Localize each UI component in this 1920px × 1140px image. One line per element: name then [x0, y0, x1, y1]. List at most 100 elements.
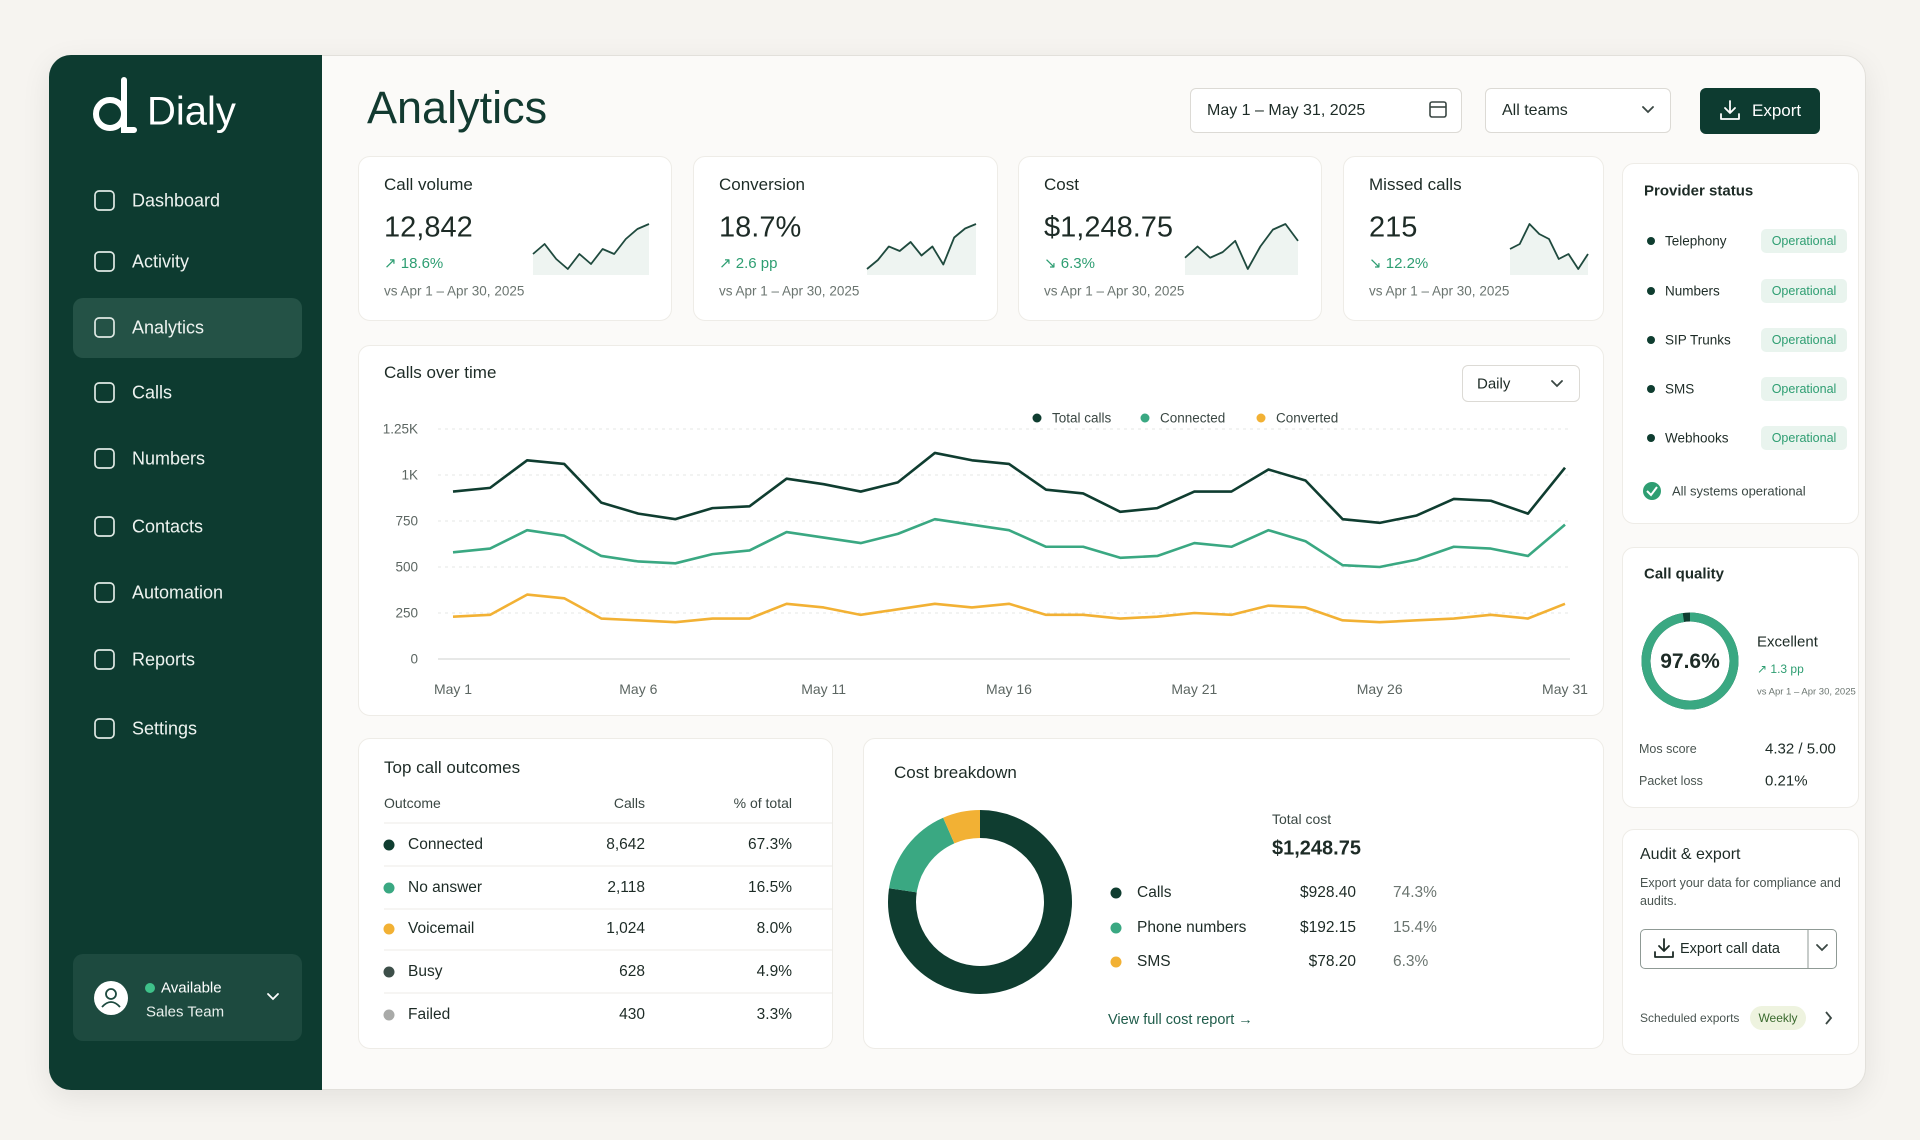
- table-cell: 8.0%: [756, 920, 792, 937]
- table-cell: No answer: [408, 879, 483, 896]
- kpi-change: ↗ 2.6 pp: [719, 255, 778, 272]
- kpi-label: Missed calls: [1369, 175, 1462, 194]
- metric-label: Mos score: [1639, 742, 1697, 756]
- granularity[interactable]: Daily: [1477, 375, 1511, 393]
- provider-status: Operational: [1771, 333, 1837, 347]
- export-label[interactable]: Export: [1752, 101, 1802, 120]
- legend-label: Converted: [1276, 410, 1339, 426]
- schedule-pill: [1750, 1006, 1806, 1030]
- cost-share: 74.3%: [1393, 884, 1437, 901]
- status-pill: [1761, 328, 1847, 352]
- chart-title: Calls over time: [384, 363, 497, 382]
- y-tick-label: 1K: [401, 467, 418, 483]
- nav-item[interactable]: Calls: [132, 382, 173, 403]
- card-title: Cost breakdown: [894, 763, 1017, 782]
- table-cell: 3.3%: [756, 1006, 792, 1023]
- nav-item[interactable]: Automation: [132, 582, 224, 603]
- date-picker[interactable]: [1190, 88, 1462, 133]
- user-status: Available: [161, 979, 222, 997]
- kpi-label: Call volume: [384, 175, 473, 194]
- kpi-comparison: vs Apr 1 – Apr 30, 2025: [1044, 283, 1185, 299]
- card-title: Provider status: [1644, 182, 1754, 200]
- provider-status: Operational: [1771, 284, 1837, 298]
- quality-rating: Excellent: [1757, 633, 1818, 651]
- quality-comparison: vs Apr 1 – Apr 30, 2025: [1757, 686, 1856, 698]
- page-title: Analytics: [367, 82, 548, 133]
- status-pill: [1761, 377, 1847, 401]
- kpi-change: ↗ 18.6%: [384, 255, 444, 272]
- metric-value: 4.32 / 5.00: [1765, 740, 1836, 758]
- quality-card: [1622, 547, 1859, 808]
- date-range[interactable]: May 1 – May 31, 2025: [1207, 102, 1366, 119]
- provider-status: Operational: [1771, 431, 1837, 445]
- x-tick-label: May 16: [986, 681, 1032, 697]
- y-tick-label: 750: [395, 513, 418, 529]
- x-tick-label: May 11: [801, 681, 847, 697]
- total-label: Total cost: [1272, 811, 1332, 827]
- sidebar: [49, 55, 322, 1090]
- kpi-change: ↘ 6.3%: [1044, 255, 1095, 272]
- provider-name: SIP Trunks: [1665, 332, 1731, 348]
- cost-share: 15.4%: [1393, 919, 1437, 936]
- column-header: % of total: [733, 795, 792, 811]
- audit-description: Export your data for compliance and audi…: [1640, 876, 1841, 909]
- cost-share: 6.3%: [1393, 953, 1429, 970]
- kpi-label: Conversion: [719, 175, 805, 194]
- nav-item[interactable]: Numbers: [132, 448, 206, 469]
- x-tick-label: May 21: [1171, 681, 1218, 697]
- brand-name: Dialy: [147, 89, 236, 134]
- kpi-value: 18.7%: [719, 211, 802, 244]
- cost-category: Phone numbers: [1137, 919, 1247, 936]
- metric-value: 0.21%: [1765, 772, 1808, 790]
- team-filter[interactable]: All teams: [1502, 102, 1568, 119]
- metric-label: Packet loss: [1639, 774, 1703, 788]
- legend-label: Connected: [1160, 410, 1226, 426]
- provider-name: SMS: [1665, 381, 1695, 397]
- column-header: Outcome: [384, 795, 441, 811]
- table-cell: 4.9%: [756, 963, 792, 980]
- kpi-change: ↘ 12.2%: [1369, 255, 1429, 272]
- table-cell: Voicemail: [408, 920, 475, 937]
- export-button[interactable]: [1700, 88, 1820, 134]
- x-tick-label: May 26: [1356, 681, 1403, 697]
- nav-item[interactable]: Activity: [132, 251, 190, 272]
- nav-item[interactable]: Analytics: [132, 317, 205, 338]
- outcomes-card: [358, 738, 833, 1049]
- schedule-value: Weekly: [1758, 1011, 1798, 1025]
- table-cell: Connected: [408, 836, 483, 853]
- kpi-value: 215: [1369, 211, 1418, 244]
- x-tick-label: May 1: [433, 681, 473, 697]
- nav-item[interactable]: Contacts: [132, 516, 204, 537]
- provider-name: Webhooks: [1665, 430, 1729, 446]
- cost-amount: $928.40: [1299, 884, 1356, 901]
- table-cell: 1,024: [606, 920, 645, 937]
- provider-name: Telephony: [1665, 233, 1727, 249]
- x-tick-label: May 31: [1542, 681, 1588, 697]
- team-select[interactable]: [1485, 88, 1671, 133]
- cost-amount: $78.20: [1308, 953, 1356, 970]
- status-pill: [1761, 426, 1847, 450]
- nav-item[interactable]: Dashboard: [132, 190, 221, 211]
- cost-card: [863, 738, 1604, 1049]
- kpi-comparison: vs Apr 1 – Apr 30, 2025: [719, 283, 860, 299]
- chart-card: [358, 345, 1604, 716]
- table-title: Top call outcomes: [384, 758, 521, 777]
- status-summary: All systems operational: [1672, 483, 1806, 499]
- export-call-data[interactable]: Export call data: [1680, 941, 1780, 957]
- nav-item[interactable]: Reports: [132, 649, 196, 670]
- table-cell: 67.3%: [748, 836, 792, 853]
- cost-report-link[interactable]: View full cost report →: [1108, 1012, 1253, 1028]
- provider-status: Operational: [1771, 382, 1837, 396]
- cost-category: Calls: [1137, 884, 1172, 901]
- y-tick-label: 500: [395, 559, 418, 575]
- kpi-comparison: vs Apr 1 – Apr 30, 2025: [1369, 283, 1510, 299]
- card-title: Call quality: [1644, 565, 1725, 583]
- nav-item[interactable]: Settings: [132, 718, 198, 739]
- kpi-value: 12,842: [384, 211, 473, 244]
- y-tick-label: 250: [395, 605, 418, 621]
- provider-name: Numbers: [1665, 283, 1720, 299]
- legend-label: Total calls: [1052, 410, 1112, 426]
- user-box[interactable]: [73, 954, 302, 1041]
- quality-change: ↗ 1.3 pp: [1757, 662, 1804, 676]
